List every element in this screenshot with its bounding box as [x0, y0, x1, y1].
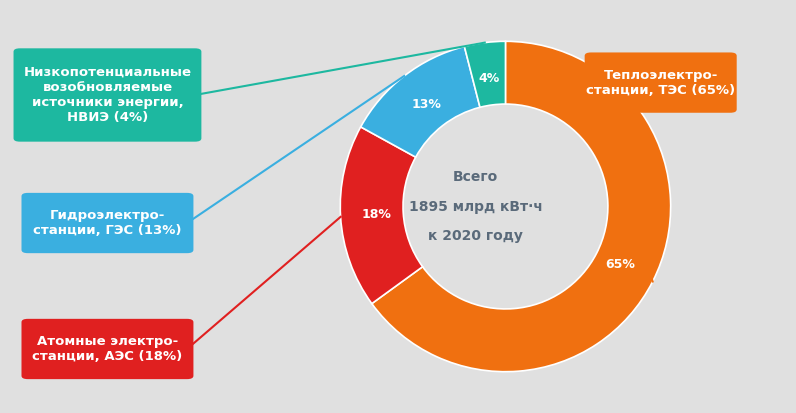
Wedge shape: [372, 41, 671, 372]
Text: 65%: 65%: [605, 259, 635, 271]
Wedge shape: [361, 47, 480, 157]
Text: Низкопотенциальные
возобновляемые
источники энергии,
НВИЭ (4%): Низкопотенциальные возобновляемые источн…: [23, 66, 192, 124]
Text: 4%: 4%: [478, 72, 500, 85]
Text: 13%: 13%: [412, 98, 442, 111]
Text: 18%: 18%: [362, 208, 392, 221]
Text: 1895 млрд кВт·ч: 1895 млрд кВт·ч: [409, 199, 543, 214]
Text: к 2020 году: к 2020 году: [428, 229, 523, 243]
Text: Теплоэлектро-
станции, ТЭС (65%): Теплоэлектро- станции, ТЭС (65%): [586, 69, 736, 97]
Text: Всего: Всего: [453, 170, 498, 184]
Text: Гидроэлектро-
станции, ГЭС (13%): Гидроэлектро- станции, ГЭС (13%): [33, 209, 181, 237]
Wedge shape: [464, 41, 505, 107]
Text: Атомные электро-
станции, АЭС (18%): Атомные электро- станции, АЭС (18%): [33, 335, 182, 363]
Wedge shape: [340, 127, 423, 304]
